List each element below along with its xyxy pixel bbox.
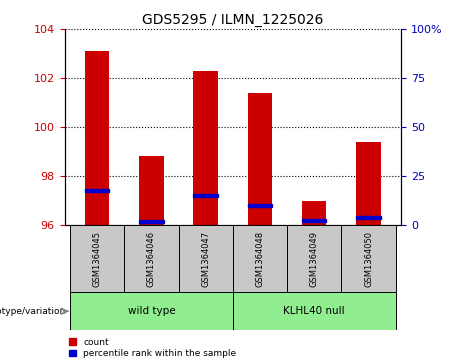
Text: GSM1364046: GSM1364046	[147, 231, 156, 287]
FancyBboxPatch shape	[178, 225, 233, 292]
Text: genotype/variation: genotype/variation	[0, 307, 65, 316]
Bar	[194, 71, 218, 225]
Bar	[302, 219, 326, 222]
Bar	[139, 156, 164, 225]
Text: KLHL40 null: KLHL40 null	[284, 306, 345, 316]
Legend: count, percentile rank within the sample: count, percentile rank within the sample	[69, 338, 236, 359]
FancyBboxPatch shape	[341, 225, 396, 292]
Title: GDS5295 / ILMN_1225026: GDS5295 / ILMN_1225026	[142, 13, 324, 26]
Bar	[248, 204, 272, 207]
Bar	[139, 220, 164, 223]
Bar	[194, 194, 218, 197]
FancyBboxPatch shape	[287, 225, 341, 292]
FancyBboxPatch shape	[70, 225, 124, 292]
Bar	[356, 142, 381, 225]
FancyBboxPatch shape	[70, 292, 233, 330]
Bar	[85, 51, 109, 225]
Bar	[356, 216, 381, 219]
Text: GSM1364045: GSM1364045	[93, 231, 101, 287]
FancyBboxPatch shape	[233, 225, 287, 292]
Text: GSM1364048: GSM1364048	[255, 231, 265, 287]
Bar	[248, 93, 272, 225]
Text: GSM1364050: GSM1364050	[364, 231, 373, 287]
Bar	[85, 189, 109, 192]
FancyBboxPatch shape	[233, 292, 396, 330]
Bar	[302, 200, 326, 225]
FancyBboxPatch shape	[124, 225, 178, 292]
Text: GSM1364049: GSM1364049	[310, 231, 319, 287]
Text: GSM1364047: GSM1364047	[201, 231, 210, 287]
Text: wild type: wild type	[128, 306, 175, 316]
